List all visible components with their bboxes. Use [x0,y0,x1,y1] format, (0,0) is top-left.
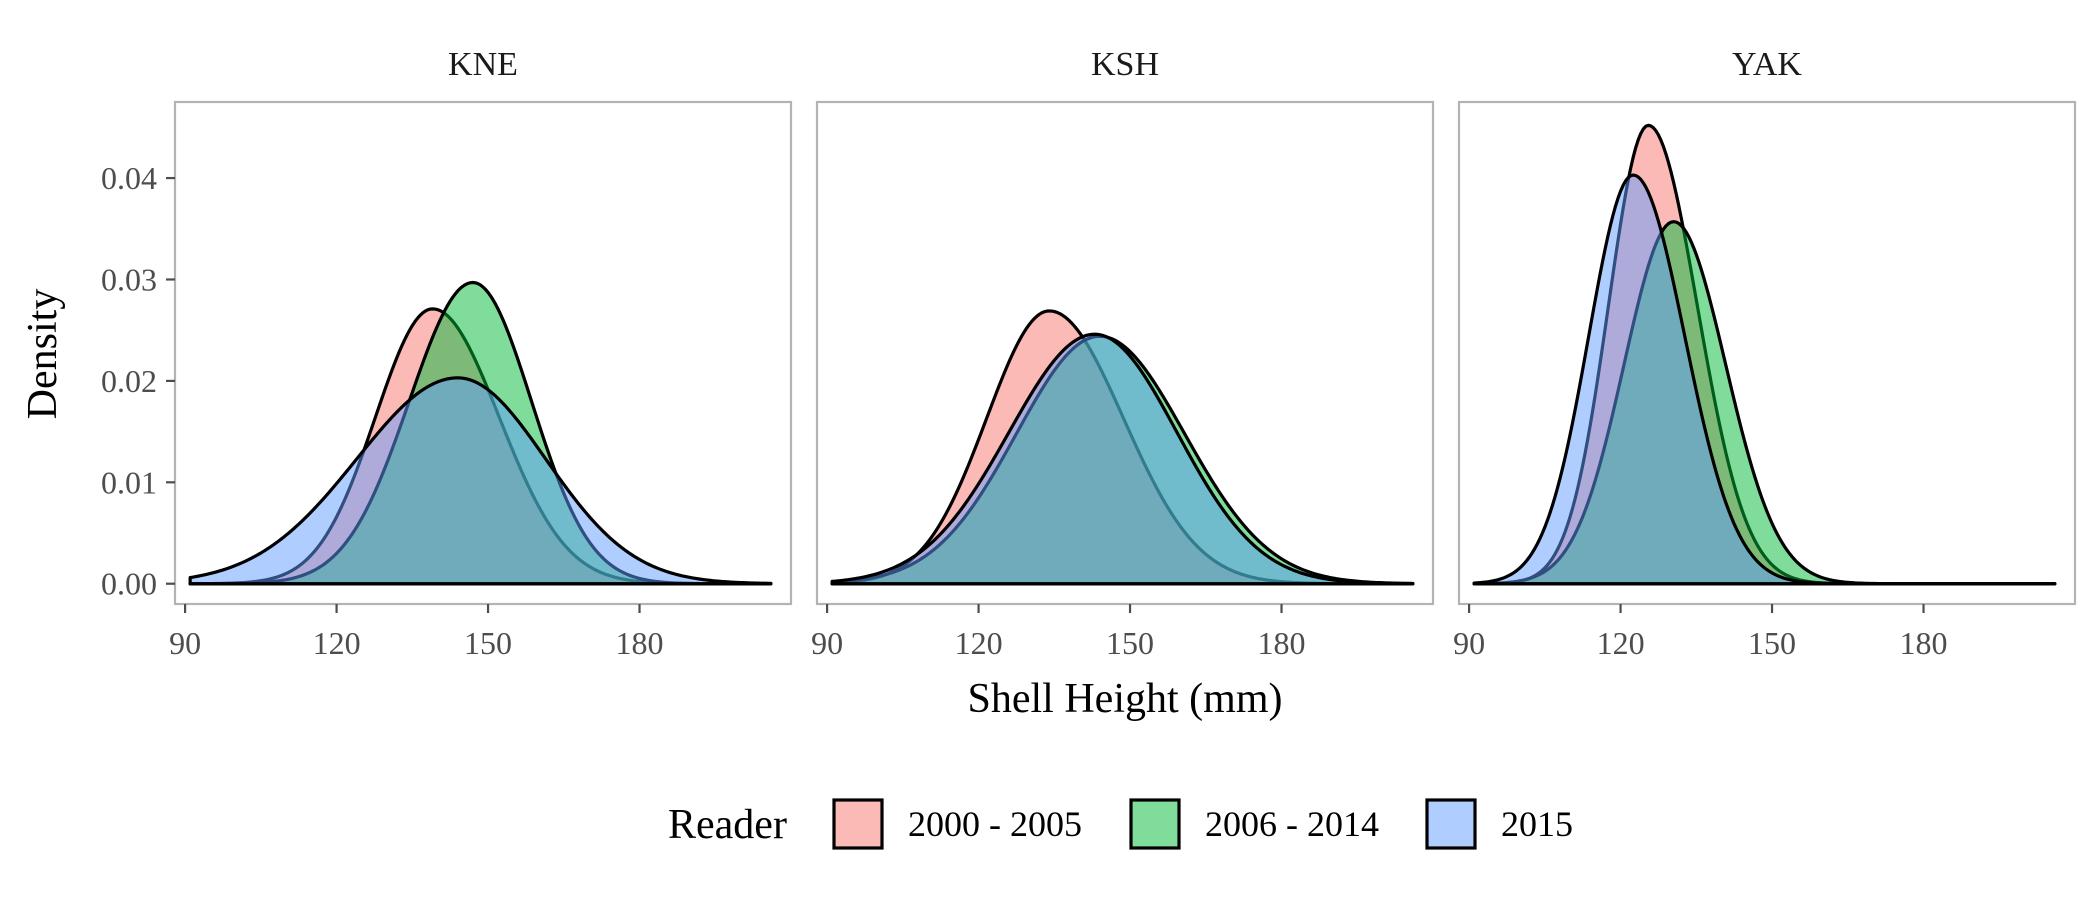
density-area-2015 [188,376,773,586]
y-tick-label: 0.00 [101,566,157,602]
x-tick-label: 120 [313,625,361,661]
legend-key [1129,798,1181,850]
x-tick-label: 90 [811,625,843,661]
facet-title: YAK [1732,46,1802,83]
y-tick-label: 0.04 [101,160,157,196]
y-tick-label: 0.02 [101,363,157,399]
panel-border [815,100,1435,606]
facet-title: KSH [1091,46,1159,83]
x-tick-label: 180 [1900,625,1948,661]
x-tick-label: 150 [1106,625,1154,661]
density-area-2015 [1472,173,2057,586]
facet-panel-yak: YAK 90 120 150 180 [1453,46,2077,661]
x-tick-label: 90 [1453,625,1485,661]
facet-title: KNE [448,46,518,83]
legend-label: 2006 - 2014 [1205,804,1379,844]
legend-label: 2015 [1501,804,1573,844]
y-tick-label: 0.03 [101,261,157,297]
x-tick-label: 180 [1258,625,1306,661]
panel-border [1457,100,2077,606]
legend-title: Reader [668,802,787,848]
x-tick-label: 120 [1597,625,1645,661]
legend-label: 2000 - 2005 [908,804,1082,844]
facet-panel-kne: KNE 90 120 150 180 [169,46,793,661]
x-tick-label: 180 [616,625,664,661]
facet-panel-ksh: KSH 90 120 150 180 [811,46,1435,661]
legend-key [832,798,884,850]
x-tick-label: 120 [955,625,1003,661]
x-axis-title: Shell Height (mm) [968,676,1283,722]
x-tick-label: 150 [1748,625,1796,661]
y-axis-title: Density [20,289,66,420]
legend-key [1425,798,1477,850]
y-tick-label: 0.01 [101,464,157,500]
x-tick-label: 90 [169,625,201,661]
facet-panels: KNE 90 120 150 180 KSH 90 120 150 180 YAK 90 120 150 1… [169,46,2077,661]
y-axis: 0.00 0.01 0.02 0.03 0.04 [101,160,175,602]
x-tick-label: 150 [464,625,512,661]
panel-border [173,100,793,606]
density-area-2015 [830,332,1415,586]
legend: Reader 2000 - 2005 2006 - 2014 2015 [668,798,1573,850]
